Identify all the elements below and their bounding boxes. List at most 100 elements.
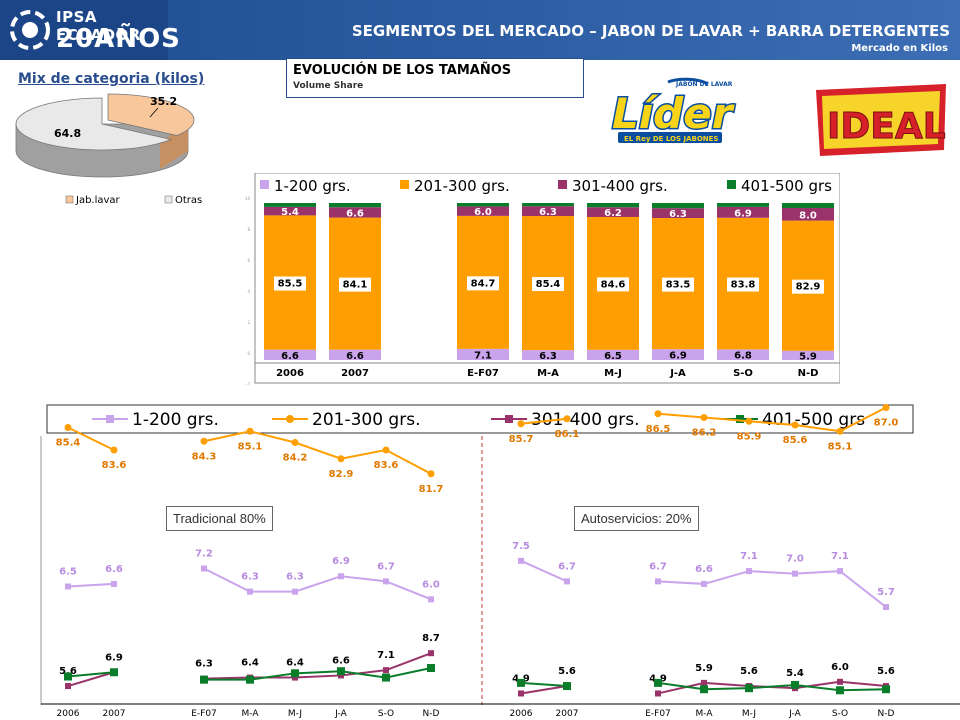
line-label-s1: 7.1 bbox=[831, 551, 849, 562]
line-point-s4 bbox=[836, 686, 844, 695]
bar-segment-M-J-s1 bbox=[587, 349, 639, 360]
bar-value-label-2007-s3: 6.6 bbox=[346, 208, 364, 219]
line-category-2007: 2007 bbox=[103, 709, 126, 719]
line-category-2007: 2007 bbox=[556, 709, 579, 719]
line-label-s1: 6.6 bbox=[105, 564, 123, 575]
line-label-s3: 7.1 bbox=[377, 650, 395, 661]
line-label-s2: 85.7 bbox=[509, 434, 534, 445]
line-category-M-J: M-J bbox=[742, 709, 756, 719]
pie-legend-swatch-jablavar bbox=[65, 195, 74, 204]
line-point-s2 bbox=[563, 415, 571, 423]
bar-segment-2007-s3 bbox=[329, 207, 381, 218]
line-label-s1: 7.1 bbox=[740, 551, 758, 562]
line-point-s3 bbox=[383, 667, 389, 674]
bar-segment-2007-s4 bbox=[329, 203, 381, 208]
line-label-s2: 86.2 bbox=[692, 428, 717, 439]
pie-label-otras: 64.8 bbox=[54, 127, 81, 140]
bar-value-label-2007-s1: 6.6 bbox=[346, 351, 364, 362]
line-s4-panel1 bbox=[657, 681, 887, 692]
bar-category-E-F07: E-F07 bbox=[467, 368, 499, 379]
bar-label-bg bbox=[727, 277, 759, 292]
bar-value-label-N-D-s2: 82.9 bbox=[796, 282, 821, 293]
bar-label-bg bbox=[532, 277, 564, 292]
line-point-s3 bbox=[518, 690, 524, 697]
lider-logo-tagline: JABÓN DE LAVAR bbox=[675, 81, 733, 88]
bar-value-label-2006-s3: 5.4 bbox=[281, 207, 299, 218]
line-point-s2 bbox=[110, 446, 118, 454]
line-point-s1 bbox=[701, 580, 707, 587]
line-label-s2: 81.7 bbox=[419, 484, 444, 495]
bar-segment-J-A-s3 bbox=[652, 208, 704, 219]
line-legend-label-2: 201-300 grs. bbox=[312, 410, 420, 430]
bar-segment-E-F07-s3 bbox=[457, 206, 509, 216]
line-point-s1 bbox=[383, 578, 389, 585]
line-point-s4 bbox=[291, 669, 299, 678]
line-point-s2 bbox=[517, 420, 525, 428]
line-category-J-A: J-A bbox=[788, 709, 801, 719]
bar-value-label-M-A-s2: 85.4 bbox=[536, 279, 561, 290]
line-label-s3: 5.6 bbox=[558, 666, 576, 677]
bar-y-tick: 6 bbox=[247, 258, 250, 263]
line-point-s2 bbox=[791, 421, 799, 429]
line-point-s1 bbox=[655, 578, 661, 585]
bar-y-tick: 0 bbox=[247, 351, 250, 356]
panel-label-tradicional: Tradicional 80% bbox=[166, 506, 273, 531]
panel-label-autoservicios: Autoservicios: 20% bbox=[574, 506, 699, 531]
evolution-title: EVOLUCIÓN DE LOS TAMAÑOS bbox=[293, 63, 512, 78]
line-point-s2 bbox=[291, 439, 299, 446]
bar-value-label-J-A-s1: 6.9 bbox=[669, 351, 687, 362]
page-title: SEGMENTOS DEL MERCADO – JABON DE LAVAR +… bbox=[351, 22, 950, 40]
bar-value-label-E-F07-s1: 7.1 bbox=[474, 350, 492, 361]
line-s1-panel0 bbox=[67, 582, 115, 588]
line-s4-panel0 bbox=[67, 671, 115, 678]
line-point-s4 bbox=[110, 668, 118, 677]
line-series: 85.4 83.6 84.3 85.1 84.2 82.9 83.6 81.7 6.5 6.6 7.… bbox=[56, 404, 898, 697]
line-point-s1 bbox=[746, 568, 752, 575]
line-point-s1 bbox=[65, 583, 71, 590]
line-label-s1: 7.2 bbox=[195, 549, 213, 560]
line-label-s2: 83.6 bbox=[102, 460, 127, 471]
bar-legend-swatch-3 bbox=[558, 180, 567, 189]
line-s3-panel1 bbox=[520, 685, 568, 695]
line-point-s2 bbox=[882, 404, 890, 411]
line-point-s4 bbox=[700, 685, 708, 694]
bar-segment-M-A-s4 bbox=[522, 203, 574, 207]
bar-label-bg bbox=[597, 277, 629, 292]
line-point-s1 bbox=[518, 557, 524, 564]
line-label-s1: 7.5 bbox=[512, 541, 530, 552]
line-point-s2 bbox=[337, 455, 345, 463]
line-category-M-J: M-J bbox=[288, 709, 302, 719]
bars: 6.6 85.5 5.4 6.6 84.1 6.6 7.1 84.7 6.0 6.3 85.4 6.3… bbox=[264, 203, 834, 362]
line-point-s4 bbox=[427, 664, 435, 673]
bar-label-bg bbox=[274, 276, 306, 291]
bar-segment-2006-s1 bbox=[264, 349, 316, 360]
bar-segment-S-O-s4 bbox=[717, 203, 769, 207]
line-category-M-A: M-A bbox=[696, 709, 714, 719]
bar-label-bg bbox=[467, 276, 499, 291]
line-label-s3: 5.4 bbox=[786, 668, 804, 679]
line-point-s1 bbox=[292, 588, 298, 595]
line-label-s1: 6.0 bbox=[422, 579, 440, 590]
pie-side-accent bbox=[160, 124, 188, 169]
pie-leader-line bbox=[149, 107, 159, 118]
bar-segment-2006-s4 bbox=[264, 203, 316, 207]
line-label-s1: 6.5 bbox=[59, 567, 77, 578]
line-point-s1 bbox=[792, 570, 798, 577]
line-label-s1: 6.6 bbox=[695, 564, 713, 575]
ipsa-logo: IPSA ECUADOR 20AÑOS bbox=[0, 0, 180, 60]
line-label-s1: 7.0 bbox=[786, 554, 804, 565]
bar-segment-J-A-s4 bbox=[652, 203, 704, 209]
bar-value-label-S-O-s2: 83.8 bbox=[731, 280, 756, 291]
line-point-s2 bbox=[745, 417, 753, 425]
line-label-s1: 6.7 bbox=[649, 561, 667, 572]
line-label-s2: 86.1 bbox=[555, 429, 580, 440]
line-s2-panel0 bbox=[203, 430, 432, 475]
line-label-s3: 8.7 bbox=[422, 633, 440, 644]
line-label-s3: 6.6 bbox=[332, 655, 350, 666]
bar-segment-2007-s1 bbox=[329, 349, 381, 360]
stacked-bar-chart: 1-200 grs. 201-300 grs. 301-400 grs. 401-50… bbox=[245, 173, 840, 385]
bar-segment-E-F07-s4 bbox=[457, 203, 509, 207]
bar-category-J-A: J-A bbox=[669, 368, 686, 379]
line-label-s1: 6.3 bbox=[286, 572, 304, 583]
bar-legend-swatch-4 bbox=[727, 180, 736, 189]
